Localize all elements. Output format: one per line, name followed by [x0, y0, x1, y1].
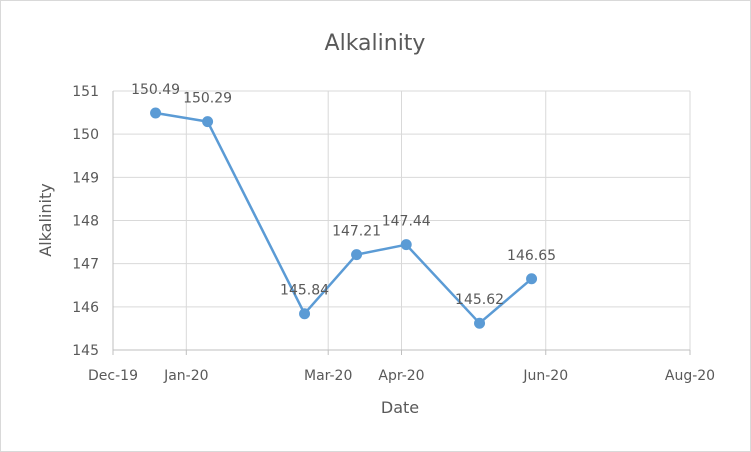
x-axis-title: Date	[381, 398, 419, 417]
data-point	[299, 308, 311, 320]
y-tick-label: 148	[72, 214, 99, 230]
data-label: 150.29	[183, 91, 232, 107]
data-point	[474, 317, 486, 329]
data-label: 147.44	[382, 214, 431, 230]
data-point	[400, 239, 412, 251]
y-tick-label: 145	[72, 343, 99, 359]
data-point	[526, 273, 538, 285]
data-label: 150.49	[131, 82, 180, 98]
x-tick-label: Apr-20	[378, 368, 424, 384]
data-point	[150, 107, 162, 119]
x-tick-label: Jan-20	[163, 368, 208, 384]
data-label: 147.21	[332, 224, 381, 240]
axes: 145 146 147 148 149 150 151 Dec-19 Jan-20 Mar-20 A…	[72, 84, 715, 384]
x-tick-label: Aug-20	[665, 368, 715, 384]
x-tick-label: Mar-20	[304, 368, 352, 384]
data-label: 145.84	[280, 283, 329, 299]
data-point	[202, 116, 214, 128]
y-tick-label: 149	[72, 170, 99, 186]
y-tick-label: 151	[72, 84, 99, 100]
chart-title: Alkalinity	[325, 31, 426, 56]
y-tick-label: 146	[72, 300, 99, 316]
gridlines	[113, 90, 691, 350]
x-tick-label: Dec-19	[88, 368, 138, 384]
y-tick-label: 150	[72, 127, 99, 143]
data-point	[351, 249, 363, 261]
y-axis-title: Alkalinity	[36, 183, 55, 256]
y-tick-label: 147	[72, 257, 99, 273]
data-label: 145.62	[455, 292, 504, 308]
data-label: 146.65	[507, 248, 556, 264]
data-points	[150, 107, 538, 329]
x-tick-label: Jun-20	[522, 368, 568, 384]
